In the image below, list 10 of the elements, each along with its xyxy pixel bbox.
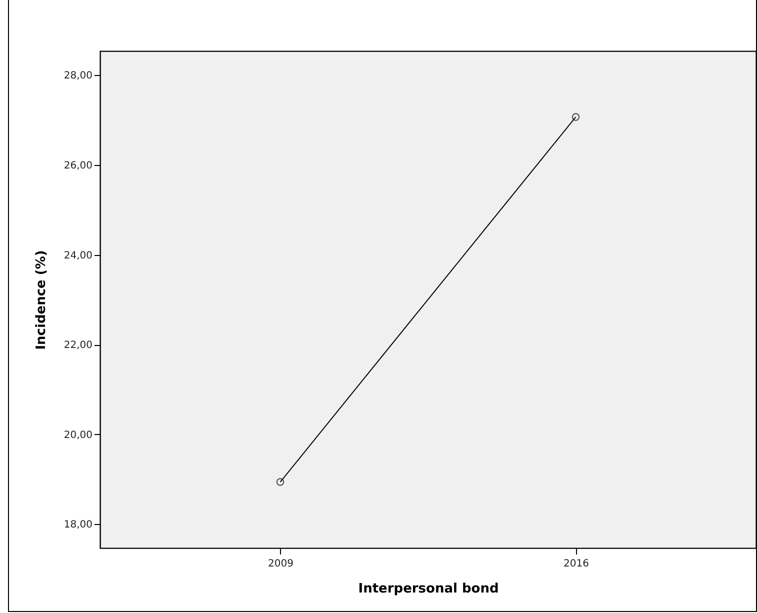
y-tick-label: 26,00 <box>64 160 92 172</box>
y-tick-label: 22,00 <box>64 340 92 352</box>
y-tick-label: 24,00 <box>64 250 92 262</box>
x-tick-label: 2009 <box>268 558 294 570</box>
x-tick-label: 2016 <box>564 558 589 570</box>
y-tick-label: 28,00 <box>64 70 92 82</box>
x-axis-title: Interpersonal bond <box>358 582 499 596</box>
y-tick-label: 18,00 <box>64 520 92 531</box>
y-axis-title: Incidence (%) <box>34 250 49 350</box>
y-tick-label: 20,00 <box>64 430 92 441</box>
